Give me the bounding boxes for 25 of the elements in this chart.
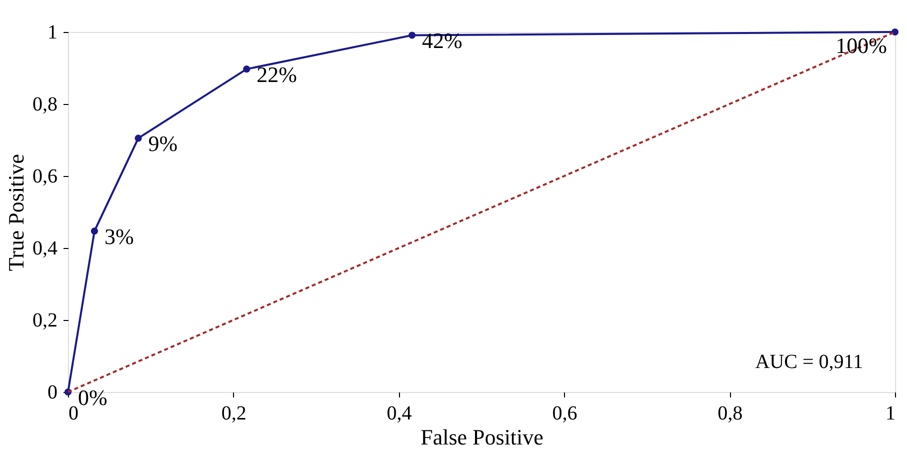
annotation: 9% (148, 131, 178, 156)
annotation: 3% (104, 224, 134, 250)
y-tick-label: 0,4 (32, 238, 58, 260)
y-tick-label: 0,2 (32, 310, 58, 332)
y-tick-label: 0 (48, 382, 58, 404)
point (90, 228, 98, 235)
x-tick-label: 0,6 (552, 402, 578, 424)
point (134, 134, 142, 142)
y-tick-label: 0,8 (32, 94, 58, 116)
annotation: AUC = 0,911 (755, 351, 863, 373)
x-tick-label: 1 (886, 402, 896, 424)
point (408, 32, 416, 39)
point (243, 66, 250, 73)
y-axis-title: True Positive (4, 154, 28, 272)
point (891, 28, 899, 36)
x-tick-label: 0,4 (386, 402, 412, 424)
x-axis-title: False Positive (420, 424, 544, 450)
annotation: 0% (78, 385, 108, 410)
y-tick-label: 0,6 (32, 166, 58, 188)
y-tick-label: 1 (48, 22, 58, 44)
x-tick-label: 0,2 (221, 402, 246, 424)
annotation: 42% (422, 28, 462, 54)
x-tick-label: 0,8 (718, 402, 743, 424)
x-tick-label: 0 (68, 402, 78, 424)
annotation: 22% (256, 62, 297, 88)
